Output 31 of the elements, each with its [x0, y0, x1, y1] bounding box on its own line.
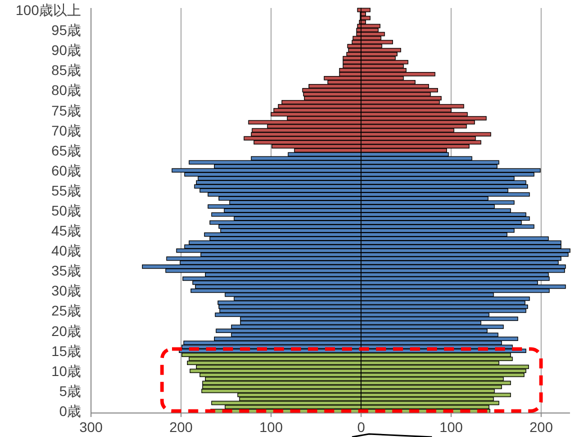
x-tick-label: 0 [357, 419, 366, 435]
x-tick-label: 100 [259, 419, 283, 435]
y-tick-label: 60歳 [51, 162, 81, 178]
bar [360, 32, 385, 36]
y-tick-label: 85歳 [51, 62, 81, 78]
y-tick-label: 10歳 [51, 362, 81, 379]
y-tick-label: 25歳 [51, 302, 81, 319]
y-tick-label: 15歳 [51, 342, 81, 359]
y-tick-label: 45歳 [51, 222, 81, 239]
y-tick-label: 55歳 [51, 182, 81, 198]
y-tick-label: 70歳 [51, 122, 81, 138]
y-tick-label: 95歳 [51, 22, 81, 38]
bar [360, 24, 380, 28]
y-tick-label: 80歳 [51, 82, 81, 98]
y-tick-label: 30歳 [51, 282, 81, 299]
y-tick-label: 5歳 [59, 382, 81, 399]
y-tick-label: 0歳 [59, 402, 81, 419]
y-tick-label: 100歳以上 [16, 2, 81, 18]
x-tick-label: 300 [79, 419, 103, 435]
y-tick-label: 20歳 [51, 322, 81, 339]
y-tick-label: 75歳 [51, 102, 81, 118]
x-tick-label: 200 [169, 419, 193, 435]
y-tick-label: 90歳 [51, 42, 81, 58]
bar [360, 16, 370, 20]
y-tick-label: 65歳 [51, 142, 81, 158]
x-tick-label: 200 [530, 419, 554, 435]
y-tick-label: 35歳 [51, 262, 81, 279]
x-tick-label: 100 [439, 419, 464, 435]
y-tick-label: 40歳 [51, 242, 81, 259]
bar [360, 8, 370, 12]
y-tick-label: 50歳 [51, 202, 81, 218]
